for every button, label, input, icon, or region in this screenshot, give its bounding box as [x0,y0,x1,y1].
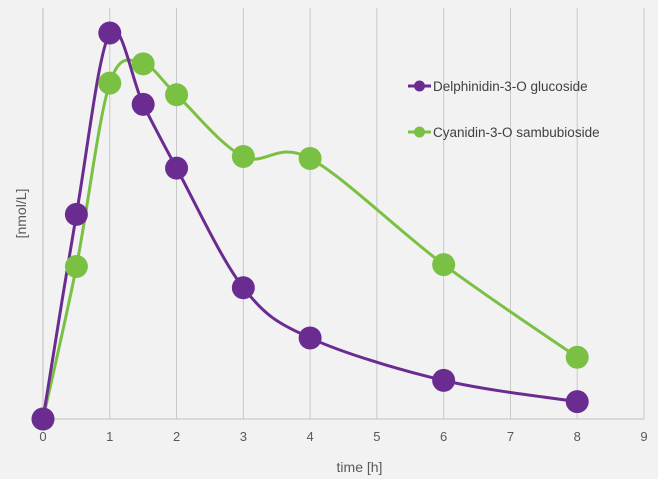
x-tick-label: 0 [39,429,46,444]
data-point [98,71,122,95]
legend-marker [414,126,425,138]
series-group [31,21,589,431]
x-tick-label: 9 [640,429,647,444]
legend-label: Cyanidin-3-O sambubioside [433,125,600,140]
data-point [298,146,322,170]
x-tick-label: 8 [574,429,581,444]
data-point [165,83,189,107]
x-tick-label: 2 [173,429,180,444]
x-tick-label: 5 [373,429,380,444]
data-point [98,21,122,45]
x-tick-label: 7 [507,429,514,444]
x-tick-label: 6 [440,429,447,444]
x-tick-label: 1 [106,429,113,444]
data-point [432,253,456,277]
legend-marker [414,80,425,92]
data-point [565,390,589,414]
x-tick-label: 4 [306,429,313,444]
y-axis-title: [nmol/L] [13,189,29,239]
x-tick-label: 3 [240,429,247,444]
gridlines [109,8,645,419]
data-point [131,92,155,116]
data-point [231,145,255,169]
data-point [231,276,255,300]
data-point [298,326,322,350]
data-point [432,368,456,392]
x-axis-title: time [h] [337,459,383,475]
data-point [31,407,55,431]
legend-label: Delphinidin-3-O glucoside [433,79,588,94]
x-tick-labels: 0 1 2 3 4 5 6 7 8 9 [39,429,647,444]
data-point [64,202,88,226]
legend: Delphinidin-3-O glucoside Cyanidin-3-O sa… [408,79,600,140]
data-point [131,52,155,76]
axes [42,8,644,420]
data-point [565,345,589,369]
data-point [64,255,88,279]
data-point [165,156,189,180]
